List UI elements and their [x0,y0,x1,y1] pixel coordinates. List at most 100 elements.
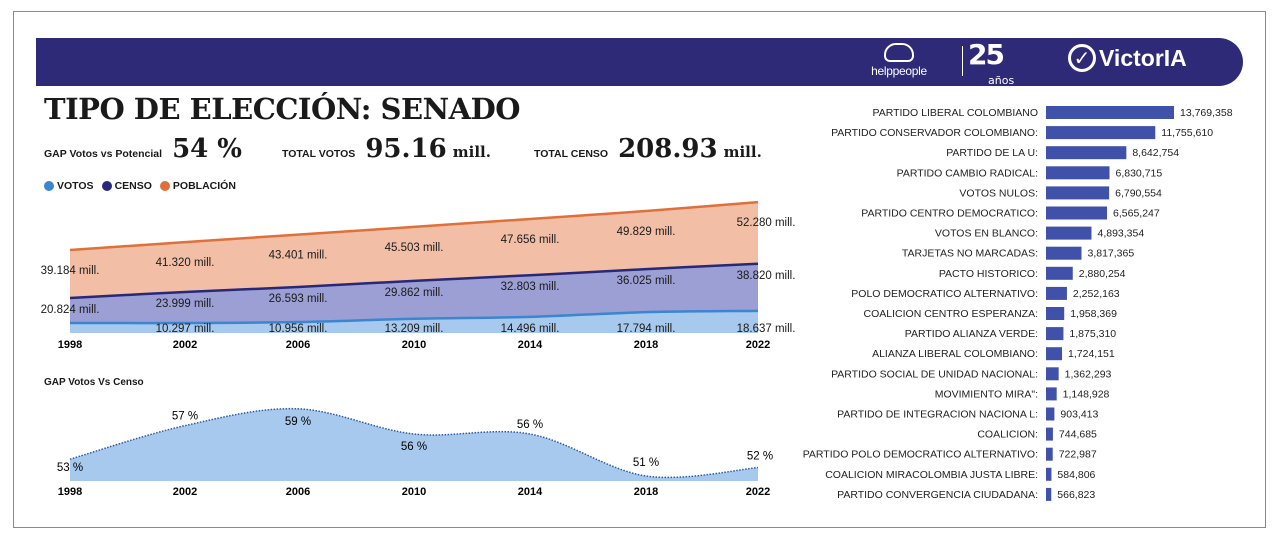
bar-category-label: ALIANZA LIBERAL COLOMBIANO: [872,348,1038,360]
bar-category-label: PARTIDO CONSERVADOR COLOMBIANO: [831,127,1038,139]
kpi-value: 208.93 [618,134,718,164]
kpi-value: 95.16 [365,134,447,164]
x-tick-label: 2002 [173,486,197,498]
bar-category-label: COALICION CENTRO ESPERANZA: [864,308,1038,320]
bar-category-label: PARTIDO DE INTEGRACION NACIONA L: [837,409,1038,421]
bar-category-label: PARTIDO CAMBIO RADICAL: [897,167,1038,179]
x-tick-label: 2014 [518,339,543,351]
bar-value-label: 1,958,369 [1070,308,1117,320]
data-label: 20.824 mill. [41,304,100,316]
x-tick-label: 2010 [402,486,426,498]
line-población [69,200,759,252]
bar-category-label: PARTIDO ALIANZA VERDE: [905,328,1038,340]
bar-category-label: PARTIDO LIBERAL COLOMBIANO [872,107,1038,119]
bar-value-label: 584,806 [1057,469,1095,481]
bar [1046,146,1127,160]
bar-category-label: POLO DEMOCRATICO ALTERNATIVO: [851,288,1038,300]
bar-value-label: 8,642,754 [1132,147,1179,159]
x-tick-label: 2010 [402,339,426,351]
bar [1046,226,1092,240]
bar [1046,487,1052,501]
gap-data-label: 59 % [285,416,311,428]
x-tick-label: 2022 [746,486,770,498]
x-tick-label: 2014 [518,486,543,498]
bar [1046,286,1067,300]
helppeople-logo: helppeople [864,40,934,84]
legend-label: CENSO [114,180,152,192]
data-label: 38.820 mill. [737,270,796,282]
bar-value-label: 13,769,358 [1180,107,1233,119]
bar [1046,447,1053,461]
bar-category-label: PARTIDO SOCIAL DE UNIDAD NACIONAL: [831,368,1038,380]
bar-value-label: 4,893,354 [1097,228,1144,240]
bar-value-label: 722,987 [1059,449,1097,461]
bar [1046,206,1108,220]
legend-poblacion: POBLACIÓN [159,180,236,192]
bar-category-label: VOTOS EN BLANCO: [935,228,1038,240]
gap-data-label: 56 % [401,441,427,453]
bar [1046,266,1073,280]
legend-votos: VOTOS [44,180,94,192]
bar-category-label: COALICION MIRACOLOMBIA JUSTA LIBRE: [825,469,1038,481]
data-label: 45.503 mill. [385,242,444,254]
bar [1046,126,1156,140]
anniversary-logo: 25 años [968,40,1014,88]
bar-value-label: 6,565,247 [1113,208,1160,220]
bar-value-label: 1,148,928 [1063,388,1110,400]
data-label: 29.862 mill. [385,287,444,299]
data-label: 14.496 mill. [501,323,560,335]
bar [1046,166,1110,180]
x-tick-label: 2006 [286,339,310,351]
bar-value-label: 1,875,310 [1069,328,1116,340]
helppeople-logo-text: helppeople [871,64,927,78]
legend-label: VOTOS [57,180,94,192]
bar-category-label: PACTO HISTORICO: [939,268,1038,280]
kpi-unit: mill. [452,143,491,161]
line-censo [69,262,759,300]
bar-value-label: 6,830,715 [1115,167,1162,179]
bar-value-label: 566,823 [1057,489,1095,501]
data-label: 13.209 mill. [385,323,444,335]
x-tick-label: 2018 [634,339,658,351]
kpi-total-votos: TOTAL VOTOS 95.16 mill. [282,134,491,164]
victoria-logo: ✓ VictorIA [1068,44,1187,72]
anniversary-word: años [988,74,1015,87]
data-label: 18.637 mill. [737,323,796,335]
x-tick-label: 2006 [286,486,310,498]
data-label: 52.280 mill. [737,217,796,229]
cloud-icon [884,43,914,62]
bar-value-label: 744,685 [1059,429,1097,441]
bar-category-label: COALICION: [977,429,1038,441]
bar-category-label: PARTIDO DE LA U: [946,147,1038,159]
gap-area [70,408,758,481]
bar-value-label: 1,362,293 [1065,368,1112,380]
bar-value-label: 1,724,151 [1068,348,1115,360]
data-label: 10.297 mill. [156,323,215,335]
kpi-total-censo: TOTAL CENSO 208.93 mill. [534,134,762,164]
frame [13,11,1266,528]
kpi-value: 54 % [172,134,243,164]
bar [1046,407,1055,421]
kpi-unit: mill. [723,143,762,161]
bar [1046,347,1063,361]
data-label: 39.184 mill. [41,265,100,277]
bar-category-label: MOVIMIENTO MIRA": [935,388,1038,400]
bar [1046,427,1053,441]
bar [1046,467,1052,481]
data-label: 41.320 mill. [156,257,215,269]
data-label: 49.829 mill. [617,226,676,238]
data-label: 10.956 mill. [269,323,328,335]
gap-data-label: 51 % [633,457,659,469]
kpi-gap: GAP Votos vs Potencial 54 % [44,134,242,164]
bar-value-label: 2,252,163 [1073,288,1120,300]
kpi-label: TOTAL VOTOS [282,148,356,160]
area-votos [70,310,758,333]
bar [1046,307,1065,320]
data-label: 32.803 mill. [501,281,560,293]
victoria-logo-text: VictorIA [1099,44,1187,71]
bar-category-label: PARTIDO CONVERGENCIA CIUDADANA: [837,489,1038,501]
check-circle-icon: ✓ [1068,44,1096,72]
bar-value-label: 2,880,254 [1079,268,1126,280]
legend-dot-icon [44,181,54,191]
